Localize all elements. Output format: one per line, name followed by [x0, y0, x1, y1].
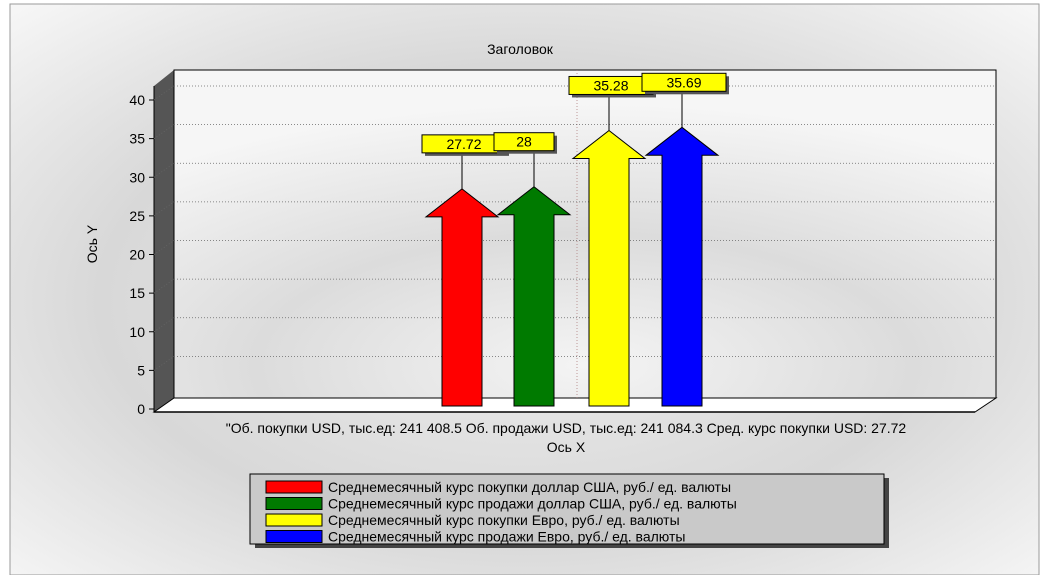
arrow-bar — [644, 126, 720, 407]
bar-series: 27.72 28 35.28 35.69 — [421, 72, 729, 407]
legend-box — [249, 473, 885, 545]
legend-label: Среднемесячный курс покупки Евро, руб./ … — [328, 512, 680, 528]
arrow-bar — [424, 188, 500, 407]
data-label-box — [641, 72, 727, 92]
arrow-bar — [571, 129, 647, 407]
y-tick-label: 25 — [129, 208, 145, 224]
plot-back-wall — [173, 69, 997, 399]
gridline-side — [153, 85, 175, 101]
gridline-side — [153, 317, 175, 333]
arrow-bar — [496, 186, 572, 407]
y-axis-label: Ось Y — [84, 224, 100, 263]
y-tick-label: 0 — [137, 401, 145, 417]
gridline-side — [153, 278, 175, 294]
legend-swatch — [265, 480, 323, 494]
y-tick-label: 10 — [129, 324, 145, 340]
y-tick-label: 30 — [129, 169, 145, 185]
gridline-side — [153, 240, 175, 255]
data-label: 27.72 — [446, 136, 481, 152]
gridlines — [153, 85, 996, 371]
legend-label: Среднемесячный курс продажи доллар США, … — [328, 496, 737, 512]
gridline-side — [153, 162, 175, 178]
y-tick-label: 40 — [129, 92, 145, 108]
legend-swatch — [265, 530, 323, 543]
y-axis: 0 5 10 15 20 25 30 35 40 — [129, 92, 154, 417]
gridline-side — [153, 124, 175, 139]
data-label: 35.28 — [593, 77, 628, 93]
data-label: 35.69 — [666, 74, 701, 90]
x-category-label: "Об. покупки USD, тыс.ед: 241 408.5 Об. … — [226, 420, 907, 436]
x-axis-label: Ось X — [547, 439, 586, 455]
plot-left-wall — [154, 70, 174, 412]
legend-label: Среднемесячный курс покупки доллар США, … — [328, 479, 731, 495]
gridline-side — [153, 356, 175, 371]
legend-swatch — [265, 513, 323, 527]
y-tick-label: 35 — [129, 131, 145, 147]
y-tick-label: 5 — [137, 362, 145, 378]
y-tick-label: 20 — [129, 247, 145, 263]
legend-label: Среднемесячный курс продажи Евро, руб./ … — [328, 529, 685, 545]
legend-swatch — [265, 497, 323, 510]
plot-area — [152, 69, 998, 413]
gridline-side — [153, 201, 175, 217]
chart-title: Заголовок — [487, 41, 554, 57]
data-label-box — [493, 132, 555, 152]
y-tick-label: 15 — [129, 285, 145, 301]
data-label: 28 — [516, 134, 532, 150]
legend: Среднемесячный курс покупки доллар США, … — [249, 473, 889, 548]
plot-floor — [152, 397, 998, 413]
